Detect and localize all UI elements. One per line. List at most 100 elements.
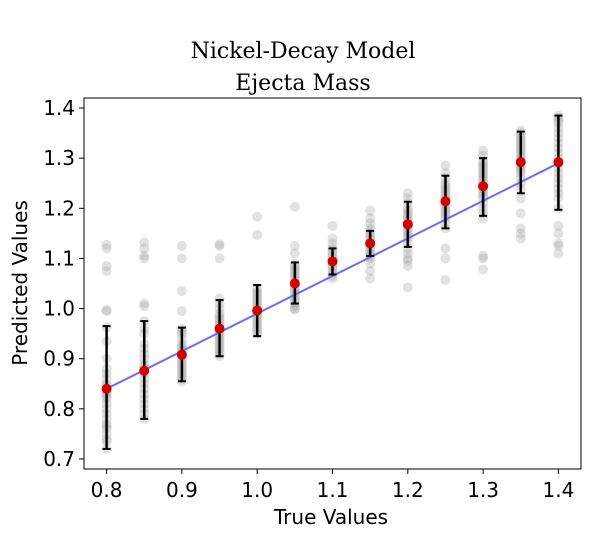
- y-tick-label: 0.9: [43, 347, 75, 371]
- scatter-point: [402, 260, 413, 271]
- x-tick-label: 0.8: [91, 478, 123, 502]
- scatter-point: [289, 304, 300, 315]
- scatter-point: [327, 220, 338, 231]
- scatter-point: [139, 253, 150, 264]
- scatter-point: [101, 243, 112, 254]
- scatter-point: [176, 286, 187, 297]
- scatter-point: [101, 239, 112, 250]
- scatter-point: [402, 282, 413, 293]
- scatter-point: [289, 303, 300, 314]
- y-axis: 0.7 0.8 0.9 1.0 1.1 1.2 1.3 1.4: [43, 96, 84, 471]
- x-tick-label: 1.1: [317, 478, 349, 502]
- scatter-point: [553, 238, 564, 249]
- scatter-point: [402, 253, 413, 264]
- scatter-point: [402, 255, 413, 266]
- scatter-point: [327, 233, 338, 244]
- mean-marker: [327, 256, 338, 267]
- scatter-point: [365, 213, 376, 224]
- scatter-point: [176, 253, 187, 264]
- scatter-point: [515, 125, 526, 136]
- scatter-point: [289, 240, 300, 251]
- scatter-point: [289, 201, 300, 212]
- scatter-point: [515, 193, 526, 204]
- scatter-point: [553, 228, 564, 239]
- x-tick-label: 1.4: [543, 478, 575, 502]
- mean-marker: [402, 219, 413, 230]
- fit-line: [106, 162, 559, 390]
- scatter-point: [365, 258, 376, 269]
- scatter-point: [553, 248, 564, 259]
- y-tick-label: 0.7: [43, 447, 75, 471]
- scatter-point: [478, 145, 489, 156]
- mean-marker: [101, 383, 112, 394]
- scatter-point: [365, 265, 376, 276]
- scatter-point: [440, 243, 451, 254]
- y-tick-label: 1.0: [43, 297, 75, 321]
- scatter-point: [365, 273, 376, 284]
- scatter-point: [327, 238, 338, 249]
- x-axis: 0.8 0.9 1.0 1.1 1.2 1.3 1.4: [91, 469, 575, 502]
- scatter-point: [515, 228, 526, 239]
- mean-marker: [289, 278, 300, 289]
- plot-frame: [83, 97, 582, 470]
- mean-marker: [252, 305, 263, 316]
- mean-marker: [365, 238, 376, 249]
- x-tick-label: 1.3: [467, 478, 499, 502]
- mean-marker: [214, 323, 225, 334]
- y-tick-label: 1.1: [43, 246, 75, 270]
- scatter-point: [402, 193, 413, 204]
- scatter-point: [478, 264, 489, 275]
- scatter-point: [214, 240, 225, 251]
- scatter-point: [365, 218, 376, 229]
- scatter-point: [101, 265, 112, 276]
- x-tick-label: 0.9: [166, 478, 198, 502]
- scatter-point: [365, 205, 376, 216]
- y-tick-label: 0.8: [43, 397, 75, 421]
- scatter-point: [252, 229, 263, 240]
- scatter-point: [553, 240, 564, 251]
- scatter-point: [101, 306, 112, 317]
- scatter-point: [252, 211, 263, 222]
- scatter-point: [214, 253, 225, 264]
- chart-subtitle: Ejecta Mass: [235, 71, 370, 96]
- chart-title: Nickel-Decay Model: [191, 39, 416, 64]
- scatter-point: [440, 274, 451, 285]
- scatter-point: [214, 239, 225, 250]
- scatter-point: [101, 305, 112, 316]
- scatter-point: [440, 253, 451, 264]
- scatter-point: [440, 160, 451, 171]
- scatter-point: [515, 223, 526, 234]
- mean-marker: [515, 157, 526, 168]
- scatter-point: [139, 250, 150, 261]
- scatter-point: [515, 233, 526, 244]
- x-axis-label: True Values: [273, 505, 388, 529]
- y-tick-label: 1.2: [43, 196, 75, 220]
- mean-marker: [139, 365, 150, 376]
- y-tick-label: 1.3: [43, 146, 75, 170]
- scatter-point: [289, 248, 300, 259]
- scatter-point: [101, 260, 112, 271]
- plot-area: [101, 110, 564, 454]
- scatter-point: [139, 237, 150, 248]
- scatter-point: [553, 220, 564, 231]
- mean-marker: [440, 196, 451, 207]
- mean-marker: [553, 157, 564, 168]
- scatter-point: [515, 208, 526, 219]
- scatter-point: [327, 273, 338, 284]
- y-tick-label: 1.4: [43, 96, 75, 120]
- y-axis-label: Predicted Values: [8, 200, 32, 366]
- scatter-point: [139, 301, 150, 312]
- x-tick-label: 1.2: [392, 478, 424, 502]
- scatter-point: [478, 250, 489, 261]
- mean-marker: [478, 181, 489, 192]
- scatter-point: [402, 188, 413, 199]
- x-tick-label: 1.0: [241, 478, 273, 502]
- scatter-point: [139, 298, 150, 309]
- scatter-point: [176, 240, 187, 251]
- scatter-point: [176, 306, 187, 317]
- mean-marker: [176, 349, 187, 360]
- scatter-point: [402, 248, 413, 259]
- scatter-point: [139, 243, 150, 254]
- scatter-point: [478, 253, 489, 264]
